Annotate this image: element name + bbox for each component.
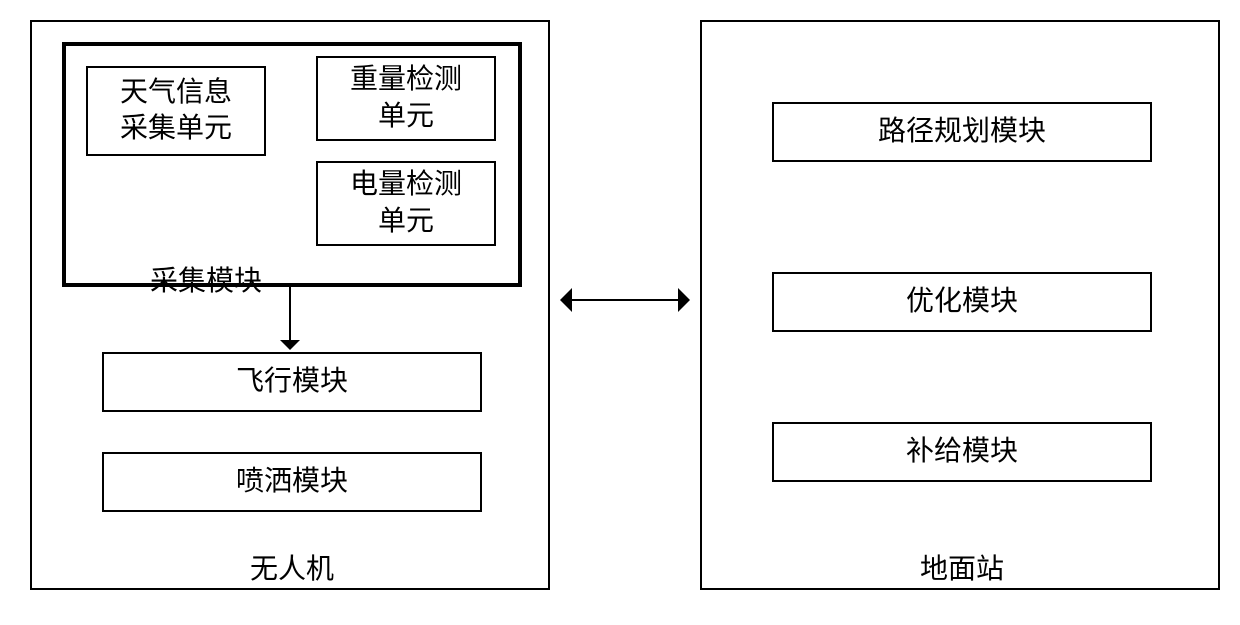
spray-module-box: 喷洒模块 (102, 452, 482, 512)
weight-unit-box: 重量检测单元 (316, 56, 496, 141)
collection-module-label: 采集模块 (106, 264, 306, 300)
bidir-arrow-head-right (678, 288, 690, 312)
optimize-module-box: 优化模块 (772, 272, 1152, 332)
path-module-label: 路径规划模块 (878, 114, 1046, 150)
right-title: 地面站 (702, 552, 1222, 588)
supply-module-box: 补给模块 (772, 422, 1152, 482)
supply-module-label: 补给模块 (906, 434, 1018, 470)
power-unit-label: 电量检测单元 (350, 167, 462, 240)
weather-unit-box: 天气信息采集单元 (86, 66, 266, 156)
left-title: 无人机 (32, 552, 552, 588)
weight-unit-label: 重量检测单元 (350, 62, 462, 135)
spray-module-label: 喷洒模块 (236, 464, 348, 500)
weather-unit-label: 天气信息采集单元 (120, 75, 232, 148)
power-unit-box: 电量检测单元 (316, 161, 496, 246)
right-container: 路径规划模块 优化模块 补给模块 地面站 (700, 20, 1220, 590)
flight-module-box: 飞行模块 (102, 352, 482, 412)
bidir-arrow-head-left (560, 288, 572, 312)
collection-module-box: 天气信息采集单元 重量检测单元 电量检测单元 采集模块 (62, 42, 522, 287)
bidir-arrow-line (572, 299, 678, 301)
down-arrow-line (289, 285, 291, 340)
down-arrow-head (280, 340, 300, 350)
optimize-module-label: 优化模块 (906, 284, 1018, 320)
path-module-box: 路径规划模块 (772, 102, 1152, 162)
flight-module-label: 飞行模块 (236, 364, 348, 400)
